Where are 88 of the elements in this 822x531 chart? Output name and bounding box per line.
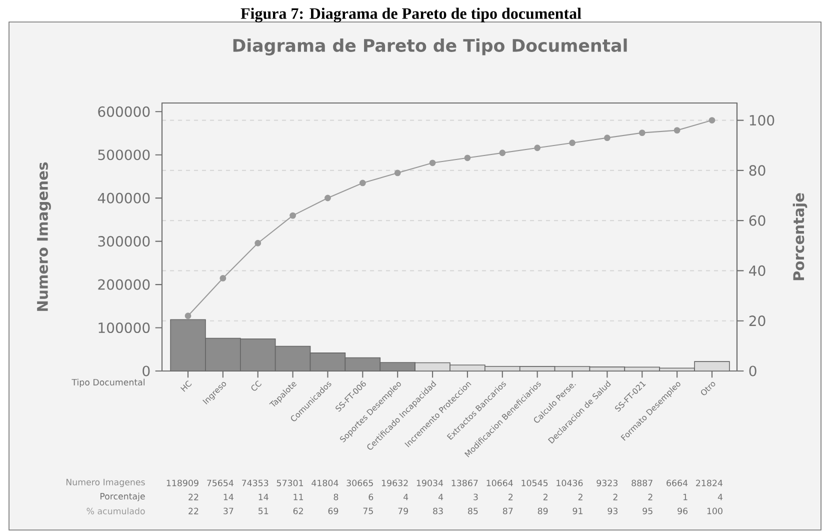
data-label: 85 (468, 508, 478, 514)
data-label: 91 (572, 508, 582, 514)
chart-title: Diagrama de Pareto de Tipo Documental (233, 38, 627, 56)
text: 4 (438, 494, 444, 500)
point (254, 240, 262, 246)
point (220, 275, 226, 282)
text: 3 (474, 494, 478, 500)
x-tick-label: Otro (701, 382, 716, 396)
text: 22 (188, 494, 198, 500)
y2-tick-label: 0 (749, 366, 756, 376)
y-tick-label: 300000 (98, 236, 150, 247)
text: Numero Imagenes (66, 478, 145, 488)
y2-tick-label: 20 (749, 316, 766, 326)
text: Figura 7: Diagrama de Pareto de tipo documental (240, 8, 582, 22)
text: Porcentaje (100, 492, 145, 502)
data-label: 93 (608, 508, 618, 514)
y-tick-label: 600000 (98, 106, 150, 117)
text: 11 (294, 494, 303, 500)
data-label: 10664 (486, 480, 513, 486)
data-label: 87 (502, 508, 513, 514)
y-tick-label: 200000 (98, 279, 150, 290)
text: 6 (368, 494, 374, 500)
y2-tick-label: 80 (749, 165, 766, 176)
data-label: 21824 (696, 480, 723, 486)
x-tick-label: CC (251, 380, 262, 391)
text: 2 (613, 494, 618, 500)
point (184, 312, 192, 320)
text: 4 (404, 494, 408, 500)
x-tick-label: HC (180, 380, 192, 392)
data-label: 118909 (166, 480, 198, 486)
y-tick-label: 500000 (98, 150, 150, 160)
data-label: 79 (398, 508, 408, 514)
point (569, 140, 576, 146)
data-label: 19034 (416, 480, 444, 486)
point (464, 154, 471, 162)
y-tick-label: 100000 (98, 322, 150, 334)
data-label: 62 (293, 508, 303, 514)
point (290, 212, 296, 219)
y-tick-label: 0 (142, 366, 150, 376)
point (708, 117, 716, 124)
y2-axis-title: Porcentaje (792, 193, 808, 280)
data-label: 75 (363, 508, 373, 514)
text: 2 (543, 494, 548, 500)
point (394, 170, 401, 176)
y-tick-label: 400000 (98, 192, 150, 204)
data-label: 8887 (632, 480, 652, 486)
data-label: 13867 (452, 480, 478, 486)
y-axis-title: Numero Imagenes (37, 162, 51, 311)
data-label: 69 (328, 508, 338, 514)
y2-tick-label: 60 (749, 215, 766, 226)
text: 14 (258, 494, 268, 500)
point (638, 130, 646, 136)
data-label: 19632 (382, 480, 408, 486)
point (604, 134, 610, 142)
point (534, 144, 541, 152)
text: 2 (578, 494, 582, 500)
text: 14 (224, 494, 234, 500)
y2-tick-label: 40 (749, 265, 766, 276)
data-label: 95 (642, 508, 652, 514)
y2-tick-label: 100 (750, 114, 774, 126)
data-label: 37 (224, 508, 234, 514)
text: 8 (334, 494, 338, 500)
point (499, 150, 506, 156)
data-label: 51 (258, 508, 268, 514)
text: 1 (684, 494, 688, 500)
point (359, 180, 366, 186)
text: 4 (718, 494, 723, 500)
data-label: 100 (707, 508, 722, 514)
data-label: 10545 (522, 480, 548, 486)
data-label: 89 (538, 508, 548, 514)
point (674, 127, 680, 134)
data-label: 22 (188, 508, 198, 514)
data-label: 9323 (596, 480, 618, 486)
data-label: 57301 (276, 480, 303, 486)
data-label: 30665 (346, 480, 373, 486)
x-axis-title: Tipo Documental (72, 378, 144, 388)
text: 2 (648, 494, 652, 500)
text: % acumulado (86, 508, 145, 514)
point (429, 160, 436, 166)
data-label: 83 (433, 508, 443, 514)
data-label: 41804 (312, 480, 338, 486)
data-label: 75654 (207, 480, 234, 486)
data-label: 74353 (242, 480, 268, 486)
data-label: 6664 (666, 480, 688, 486)
point (324, 194, 331, 202)
text: 2 (508, 494, 513, 500)
data-label: 10436 (556, 480, 583, 486)
data-label: 96 (678, 508, 688, 514)
